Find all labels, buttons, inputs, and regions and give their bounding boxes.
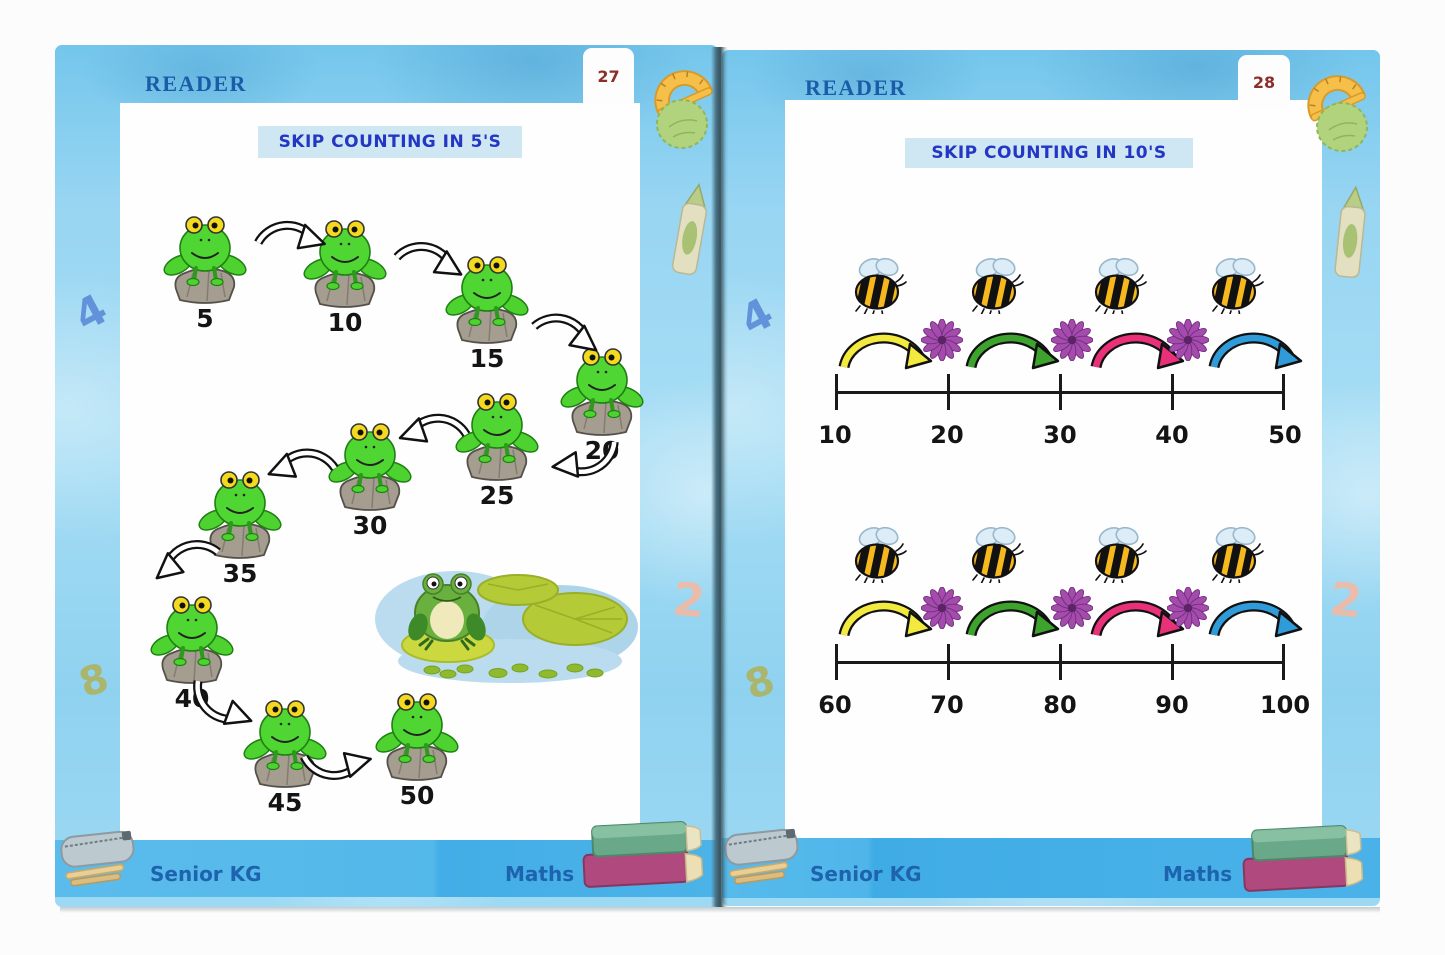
number-label: 20	[930, 421, 964, 449]
flower-icon	[921, 587, 963, 629]
frog-number: 10	[327, 308, 363, 337]
frog-item: 35	[198, 468, 282, 588]
books-stack-icon	[1241, 810, 1365, 894]
tick-mark	[1059, 374, 1062, 410]
page-number: 28	[1252, 73, 1276, 92]
decor-number: 2	[1327, 571, 1365, 629]
frog-item: 50	[375, 690, 459, 810]
flower-icon	[1051, 587, 1093, 629]
hop-arrow-icon	[249, 192, 332, 258]
page-content-area	[785, 100, 1322, 838]
flower-icon	[921, 319, 963, 361]
hop-arc-yellow	[838, 590, 933, 638]
hop-arc-green	[965, 590, 1060, 638]
page-number-tab: 27	[583, 48, 634, 104]
frog-item: 45	[243, 697, 327, 817]
tick-mark	[835, 374, 838, 410]
frog-number: 5	[196, 304, 214, 333]
frog-number: 25	[479, 481, 515, 510]
number-label: 30	[1043, 421, 1077, 449]
flower-icon	[1167, 587, 1209, 629]
number-label: 100	[1259, 691, 1311, 719]
number-label: 90	[1155, 691, 1189, 719]
bee-icon	[1086, 525, 1150, 583]
frog-on-rock-icon	[150, 593, 234, 685]
lesson-title: SKIP COUNTING IN 10'S	[905, 138, 1193, 168]
number-label: 70	[930, 691, 964, 719]
tick-mark	[835, 644, 838, 680]
number-label: 80	[1043, 691, 1077, 719]
page-27: READER 27 SKIP COUNTING IN 5'S 5 10 15 2…	[55, 45, 718, 907]
number-line	[835, 644, 1285, 680]
bee-icon	[963, 525, 1027, 583]
footer-grade: Senior KG	[150, 862, 262, 886]
page-header: READER	[145, 71, 247, 96]
frog-item: 10	[303, 217, 387, 337]
bee-icon	[846, 256, 910, 314]
hop-arc-green	[965, 322, 1060, 370]
tick-mark	[1282, 374, 1285, 410]
frog-on-rock-icon	[560, 345, 644, 437]
book-spine-gutter	[711, 47, 728, 907]
pond-frog-illustration	[370, 557, 640, 687]
flower-icon	[1051, 319, 1093, 361]
frog-item: 5	[163, 213, 247, 333]
books-stack-icon	[581, 806, 705, 890]
footer-grade: Senior KG	[810, 862, 922, 886]
lesson-title: SKIP COUNTING IN 5'S	[258, 126, 522, 158]
number-label: 10	[818, 421, 852, 449]
frog-number: 30	[352, 511, 388, 540]
number-label: 50	[1268, 421, 1302, 449]
leaf-blob-icon	[655, 97, 709, 151]
frog-item: 30	[328, 420, 412, 540]
page-header: READER	[805, 75, 907, 100]
frog-on-rock-icon	[163, 213, 247, 305]
frog-item: 15	[445, 253, 529, 373]
hop-arrow-icon	[296, 745, 377, 807]
hop-arc-blue	[1208, 322, 1303, 370]
page-28: READER 28 SKIP COUNTING IN 10'S 10 20 30…	[722, 50, 1380, 906]
hop-arc-blue	[1208, 590, 1303, 638]
frog-number: 15	[469, 344, 505, 373]
bee-icon	[1086, 256, 1150, 314]
number-label: 40	[1155, 421, 1189, 449]
footer-subject: Maths	[505, 862, 575, 886]
decor-number: 2	[670, 571, 708, 629]
tick-mark	[1282, 644, 1285, 680]
footer-subject: Maths	[1163, 862, 1233, 886]
tick-mark	[1059, 644, 1062, 680]
leaf-blob-icon	[1315, 100, 1369, 154]
tick-mark	[947, 644, 950, 680]
bee-icon	[1203, 525, 1267, 583]
frog-number: 35	[222, 559, 258, 588]
page-stack-edge	[60, 907, 1380, 913]
bee-icon	[1203, 256, 1267, 314]
tick-mark	[1171, 644, 1174, 680]
frog-number: 45	[267, 788, 303, 817]
number-line	[835, 374, 1285, 410]
pencil-case-icon	[56, 820, 144, 890]
tick-mark	[1171, 374, 1174, 410]
tick-mark	[947, 374, 950, 410]
bee-icon	[846, 525, 910, 583]
frog-item: 25	[455, 390, 539, 510]
pencil-case-icon	[720, 818, 808, 888]
frog-on-rock-icon	[375, 690, 459, 782]
page-number-tab: 28	[1238, 55, 1290, 110]
hop-arc-yellow	[838, 322, 933, 370]
number-label: 60	[818, 691, 852, 719]
bee-icon	[963, 256, 1027, 314]
page-number: 27	[597, 66, 620, 86]
frog-number: 50	[399, 781, 435, 810]
flower-icon	[1167, 319, 1209, 361]
